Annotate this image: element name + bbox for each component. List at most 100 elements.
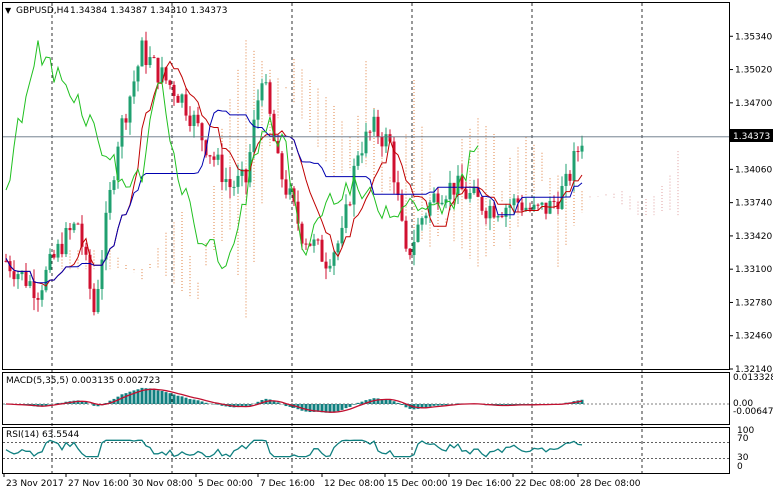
candle-body [373, 117, 376, 132]
candle-body [45, 270, 48, 290]
candle-body [245, 169, 248, 182]
candle-body [93, 289, 96, 312]
candle-body [257, 100, 260, 119]
candle-body [469, 193, 472, 199]
price-tick-label: 1.34060 [735, 165, 772, 175]
candle-body [505, 208, 508, 217]
macd-bar [189, 399, 192, 404]
macd-tick-label: 0.013328 [733, 373, 773, 383]
candle-body [377, 117, 380, 137]
price-tick-label: 1.33100 [735, 265, 772, 275]
rsi-panel-frame [3, 428, 730, 474]
macd-bar [125, 393, 128, 404]
candle-body [109, 190, 112, 213]
candle-body [529, 208, 532, 210]
candle-body [329, 266, 332, 269]
time-tick-label: 30 Nov 08:00 [132, 479, 193, 489]
candle-body [49, 254, 52, 270]
price-panel-frame [3, 3, 730, 370]
macd-bar [169, 393, 172, 404]
macd-bar [197, 400, 200, 404]
macd-bar [161, 391, 164, 404]
macd-bar [341, 404, 344, 410]
rsi-tick-label: 0 [737, 462, 743, 472]
candle-body [577, 151, 580, 152]
candle-body [229, 179, 232, 187]
macd-bar [445, 404, 448, 405]
candle-body [501, 216, 504, 217]
candle-body [565, 174, 568, 186]
candle-body [493, 206, 496, 218]
macd-bar [345, 404, 348, 408]
candle-body [145, 41, 148, 65]
candle-body [533, 205, 536, 210]
macd-bar [201, 401, 204, 404]
candle-body [541, 203, 544, 205]
symbol-caption: GBPUSD,H4 [16, 6, 69, 16]
macd-bar [357, 403, 360, 404]
candle-body [473, 187, 476, 193]
candle-body [173, 85, 176, 96]
macd-bar [165, 392, 168, 404]
time-tick-label: 27 Nov 16:00 [68, 479, 129, 489]
macd-bar [205, 403, 208, 404]
candle-body [217, 155, 220, 160]
candle-body [225, 179, 228, 182]
candle-body [17, 274, 20, 279]
candle-body [61, 244, 64, 254]
macd-bar [397, 403, 400, 404]
price-tick-label: 1.34700 [735, 99, 772, 109]
candle-body [405, 221, 408, 249]
candle-body [141, 41, 144, 67]
candle-body [553, 201, 556, 202]
candle-body [305, 244, 308, 245]
candle-body [417, 225, 420, 242]
candle-body [177, 96, 180, 103]
current-price-label: 1.34373 [733, 132, 770, 142]
candle-body [361, 153, 364, 155]
macd-bar [333, 404, 336, 412]
candle-body [357, 155, 360, 165]
macd-bar [349, 404, 352, 407]
macd-caption: MACD(5,35,5) 0.003135 0.002723 [6, 376, 160, 386]
macd-bar [353, 404, 356, 405]
candle-body [129, 97, 132, 123]
time-tick-label: 15 Dec 00:00 [387, 479, 448, 489]
candle-body [513, 198, 516, 205]
macd-bar [153, 389, 156, 404]
candle-body [353, 166, 356, 205]
candle-body [33, 281, 36, 298]
candle-body [485, 211, 488, 219]
candle-body [453, 183, 456, 195]
collapse-icon[interactable]: ▼ [5, 6, 12, 15]
candle-body [537, 205, 540, 206]
candle-body [69, 228, 72, 230]
price-tick-label: 1.33740 [735, 199, 772, 209]
candle-body [281, 153, 284, 179]
candle-body [197, 115, 200, 123]
candle-body [13, 271, 16, 279]
candle-body [433, 194, 436, 203]
candle-body [113, 180, 116, 190]
price-tick-label: 1.35020 [735, 66, 772, 76]
candle-body [441, 203, 444, 204]
macd-bar [185, 398, 188, 404]
candle-body [317, 240, 320, 241]
candle-body [397, 182, 400, 195]
macd-bar [193, 400, 196, 404]
candle-body [121, 118, 124, 146]
macd-plot [3, 388, 729, 413]
candle-body [481, 197, 484, 211]
candle-body [269, 82, 272, 114]
candle-body [73, 224, 76, 230]
candle-body [213, 156, 216, 159]
candle-body [489, 206, 492, 218]
candle-body [349, 204, 352, 205]
candle-body [345, 204, 348, 228]
candle-body [333, 252, 336, 265]
time-tick-label: 19 Dec 16:00 [451, 479, 512, 489]
macd-bar [329, 404, 332, 413]
macd-bar [401, 404, 404, 405]
